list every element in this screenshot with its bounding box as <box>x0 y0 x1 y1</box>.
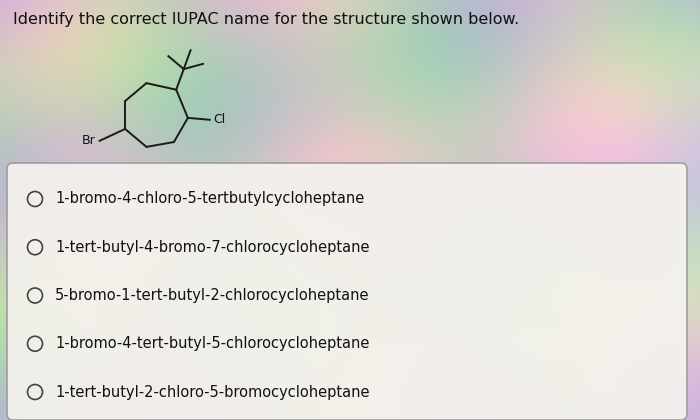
Text: Identify the correct IUPAC name for the structure shown below.: Identify the correct IUPAC name for the … <box>13 12 519 27</box>
Text: 1-tert-butyl-2-chloro-5-bromocycloheptane: 1-tert-butyl-2-chloro-5-bromocycloheptan… <box>55 384 370 399</box>
Text: 5-bromo-1-tert-butyl-2-chlorocycloheptane: 5-bromo-1-tert-butyl-2-chlorocycloheptan… <box>55 288 370 303</box>
FancyBboxPatch shape <box>7 163 687 420</box>
Text: 1-bromo-4-tert-butyl-5-chlorocycloheptane: 1-bromo-4-tert-butyl-5-chlorocycloheptan… <box>55 336 370 351</box>
Text: Cl: Cl <box>213 113 225 126</box>
Text: Br: Br <box>82 134 96 147</box>
Text: 1-bromo-4-chloro-5-tertbutylcycloheptane: 1-bromo-4-chloro-5-tertbutylcycloheptane <box>55 192 364 207</box>
Text: 1-tert-butyl-4-bromo-7-chlorocycloheptane: 1-tert-butyl-4-bromo-7-chlorocycloheptan… <box>55 240 370 255</box>
